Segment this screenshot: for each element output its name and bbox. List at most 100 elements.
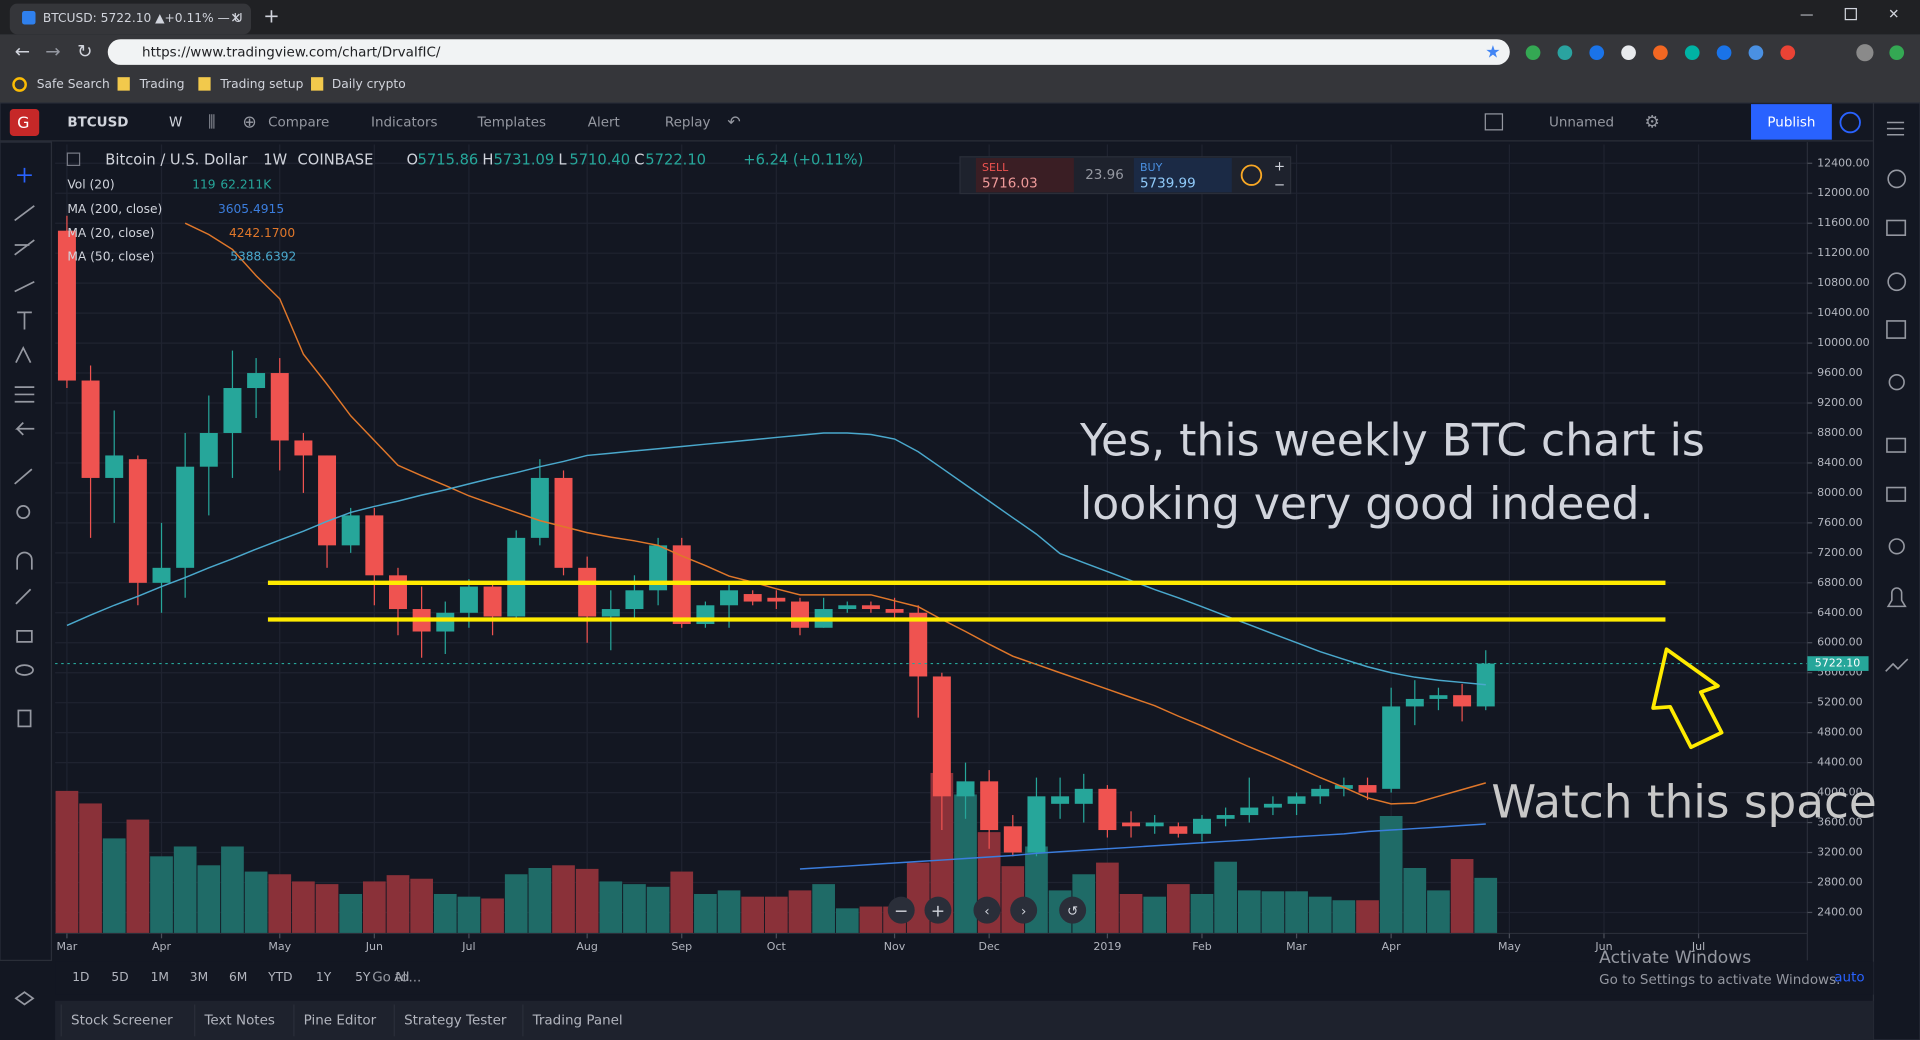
qty-minus[interactable]: − — [1274, 177, 1285, 193]
svg-text:+: + — [931, 901, 945, 921]
bookmark[interactable]: Trading — [139, 77, 185, 91]
maximize[interactable] — [1844, 7, 1857, 21]
ohlc-value: 5715.86 — [418, 151, 479, 168]
volume-bar — [150, 856, 173, 934]
scale-mode[interactable]: auto — [1834, 970, 1864, 986]
range-button[interactable]: YTD — [267, 970, 292, 984]
candle-body — [625, 590, 644, 610]
legend-exchange: COINBASE — [298, 151, 374, 168]
bottom-tab[interactable]: Trading Panel — [532, 1012, 623, 1028]
y-tick-label: 5200.00 — [1817, 696, 1863, 709]
toolbar-item[interactable]: Compare — [268, 114, 329, 130]
x-tick-label: Mar — [57, 940, 78, 953]
range-button[interactable]: 1Y — [316, 970, 332, 984]
bookmark[interactable]: Daily crypto — [332, 77, 406, 91]
indicator-value: 3605.4915 — [218, 202, 284, 216]
axes: 12400.00 12000.00 11600.00 11200.00 10800.00… — [57, 156, 1870, 953]
range-button[interactable]: 5D — [111, 970, 128, 984]
overlay: Yes, this weekly BTC chart is looking ver… — [55, 415, 1808, 665]
volume-bar — [79, 803, 102, 934]
bottom-tab[interactable]: Pine Editor — [304, 1012, 377, 1028]
bookmark-star[interactable]: ★ — [1485, 43, 1500, 63]
bottom-tab[interactable]: Text Notes — [203, 1012, 274, 1028]
svg-text:−: − — [894, 901, 908, 921]
ohlc-key: C — [634, 151, 644, 168]
forward[interactable]: → — [45, 42, 60, 63]
reload[interactable]: ↻ — [77, 42, 92, 63]
y-tick-label: 8000.00 — [1817, 486, 1863, 499]
info-icon[interactable] — [1240, 164, 1263, 186]
qty-plus[interactable]: + — [1274, 159, 1285, 175]
tab-close[interactable]: ✕ — [230, 10, 241, 26]
interval[interactable]: W — [169, 114, 182, 130]
y-tick-label: 3600.00 — [1817, 816, 1863, 829]
symbol[interactable]: BTCUSD — [67, 114, 128, 130]
toolbar-item[interactable]: Replay — [665, 114, 711, 130]
volume-bar — [339, 893, 363, 934]
arrow-drawing[interactable] — [1651, 647, 1724, 750]
indicator-value: 4242.1700 — [229, 226, 295, 240]
settings[interactable]: ⚙ — [1644, 112, 1659, 132]
range-button[interactable]: 1D — [72, 970, 89, 984]
layout-name[interactable]: Unnamed — [1549, 114, 1614, 130]
ohlc-value: 5731.09 — [493, 151, 554, 168]
ma-line — [184, 222, 1486, 805]
candle-body — [1311, 788, 1330, 797]
range-button[interactable]: 5Y — [355, 970, 371, 984]
sidebar-icons[interactable] — [1885, 121, 1909, 672]
bottom-tab[interactable]: Stock Screener — [71, 1012, 173, 1028]
range-button[interactable]: 6M — [229, 970, 247, 984]
layout-icon[interactable] — [1484, 113, 1504, 131]
legend-symbol: Bitcoin / U.S. Dollar — [105, 151, 248, 168]
annotation[interactable]: Watch this space — [1491, 775, 1876, 828]
chart-style[interactable]: ⫼ — [208, 112, 215, 131]
candle-body — [790, 601, 809, 628]
candle-body — [767, 597, 786, 602]
bookmark[interactable]: Safe Search — [37, 77, 110, 91]
x-tick-label: Dec — [978, 940, 999, 953]
indicator-name: MA (20, close) — [67, 226, 154, 240]
stream-button[interactable] — [1839, 111, 1861, 134]
drawing-tools[interactable] — [14, 167, 35, 1006]
annotation[interactable]: looking very good indeed. — [1080, 479, 1653, 530]
bottom-tab[interactable]: Strategy Tester — [404, 1012, 507, 1028]
back[interactable]: ← — [15, 42, 30, 63]
volume-bar — [1474, 877, 1498, 934]
volume-bar — [930, 772, 954, 934]
close-window[interactable]: ✕ — [1888, 7, 1899, 23]
publish-button[interactable] — [1751, 104, 1832, 140]
indicator-value: 5388.6392 — [230, 250, 296, 264]
collapse-icon[interactable] — [66, 152, 81, 166]
ma-legend: MA (200, close) 3605.4915 MA (20, close) 42… — [67, 202, 296, 264]
annotation[interactable]: Yes, this weekly BTC chart is — [1079, 415, 1705, 466]
goto[interactable]: Go to... — [372, 970, 421, 986]
buy-button[interactable] — [1133, 158, 1232, 193]
candle-body — [436, 612, 455, 632]
range-button[interactable]: 1M — [151, 970, 169, 984]
y-tick-label: 4400.00 — [1817, 756, 1863, 769]
range-button[interactable]: All — [394, 970, 409, 984]
bookmark[interactable]: Trading setup — [219, 77, 303, 91]
toolbar-item[interactable]: Templates — [477, 114, 546, 130]
toolbar-item[interactable]: Indicators — [371, 114, 438, 130]
y-tick-label: 4800.00 — [1817, 726, 1863, 739]
new-tab[interactable]: + — [263, 5, 279, 28]
tab[interactable] — [9, 3, 252, 35]
range-button[interactable]: 3M — [190, 970, 208, 984]
minimize[interactable]: — — [1800, 7, 1813, 23]
candle-body — [743, 594, 762, 602]
x-tick-label: Sep — [671, 940, 692, 953]
chart-nav[interactable]: − + ‹ › ↺ — [887, 896, 1087, 924]
sell-button[interactable] — [975, 158, 1074, 193]
toolbar-item[interactable]: Alert — [588, 114, 620, 130]
avatar[interactable] — [9, 109, 40, 136]
undo[interactable]: ↶ — [727, 112, 740, 131]
volume-bar — [670, 871, 694, 934]
candle-body — [932, 676, 951, 797]
candle-body — [720, 590, 739, 606]
address-bar[interactable] — [107, 39, 1510, 65]
candle-body — [483, 586, 502, 617]
avatar-letter: G — [17, 113, 29, 132]
y-tick-label: 2400.00 — [1817, 905, 1863, 918]
y-tick-label: 10400.00 — [1817, 306, 1870, 319]
